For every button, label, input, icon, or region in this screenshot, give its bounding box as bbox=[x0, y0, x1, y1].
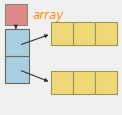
Bar bbox=[5, 56, 29, 83]
Bar bbox=[73, 71, 95, 94]
Bar bbox=[5, 5, 27, 25]
Text: array: array bbox=[33, 9, 64, 21]
Bar bbox=[73, 23, 95, 46]
Bar bbox=[51, 23, 73, 46]
Bar bbox=[95, 23, 117, 46]
Bar bbox=[51, 71, 73, 94]
Bar bbox=[95, 71, 117, 94]
Bar bbox=[5, 30, 29, 56]
